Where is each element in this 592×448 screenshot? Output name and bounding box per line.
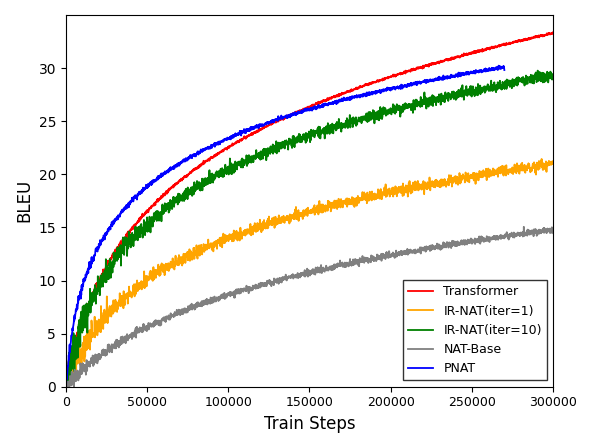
NAT-Base — [536, 227, 543, 232]
PNAT — [275, 116, 282, 122]
Y-axis label: BLEU: BLEU — [15, 179, 33, 223]
NAT-Base — [446, 243, 453, 248]
IR-NAT(iter=10) — [88, 296, 95, 301]
IR-NAT(iter=1) — [535, 162, 542, 167]
NAT-Base — [287, 275, 294, 280]
IR-NAT(iter=10) — [287, 140, 294, 146]
Transformer — [62, 379, 69, 384]
NAT-Base — [536, 231, 543, 236]
PNAT — [488, 67, 495, 72]
IR-NAT(iter=1) — [87, 339, 94, 345]
Transformer — [549, 30, 556, 35]
IR-NAT(iter=1) — [446, 179, 453, 185]
IR-NAT(iter=1) — [549, 159, 556, 164]
Transformer — [536, 35, 543, 40]
IR-NAT(iter=10) — [549, 72, 556, 77]
Line: IR-NAT(iter=10): IR-NAT(iter=10) — [66, 71, 553, 387]
NAT-Base — [62, 384, 69, 389]
PNAT — [62, 383, 69, 388]
Line: PNAT: PNAT — [66, 66, 504, 385]
PNAT — [264, 120, 271, 125]
Legend: Transformer, IR-NAT(iter=1), IR-NAT(iter=10), NAT-Base, PNAT: Transformer, IR-NAT(iter=1), IR-NAT(iter… — [403, 280, 547, 380]
IR-NAT(iter=1) — [535, 158, 542, 164]
IR-NAT(iter=10) — [300, 135, 307, 141]
IR-NAT(iter=10) — [536, 77, 543, 82]
PNAT — [495, 63, 502, 69]
NAT-Base — [300, 270, 307, 275]
PNAT — [85, 271, 92, 276]
IR-NAT(iter=1) — [287, 211, 294, 217]
IR-NAT(iter=1) — [538, 156, 545, 162]
IR-NAT(iter=10) — [536, 76, 543, 81]
Transformer — [446, 56, 453, 62]
PNAT — [501, 67, 508, 73]
IR-NAT(iter=10) — [62, 364, 69, 370]
Line: IR-NAT(iter=1): IR-NAT(iter=1) — [66, 159, 553, 387]
PNAT — [407, 82, 414, 87]
IR-NAT(iter=1) — [62, 384, 69, 389]
Transformer — [88, 295, 95, 300]
NAT-Base — [63, 384, 70, 389]
X-axis label: Train Steps: Train Steps — [263, 415, 355, 433]
PNAT — [488, 68, 495, 73]
Transformer — [535, 34, 542, 40]
IR-NAT(iter=10) — [534, 68, 541, 73]
NAT-Base — [520, 224, 527, 229]
NAT-Base — [549, 230, 556, 236]
IR-NAT(iter=10) — [63, 384, 70, 389]
NAT-Base — [88, 361, 95, 366]
Transformer — [63, 384, 70, 389]
Transformer — [300, 108, 307, 113]
IR-NAT(iter=10) — [446, 93, 453, 98]
Transformer — [287, 112, 294, 117]
IR-NAT(iter=1) — [299, 216, 306, 222]
Line: NAT-Base: NAT-Base — [66, 227, 553, 387]
Line: Transformer: Transformer — [66, 32, 553, 387]
